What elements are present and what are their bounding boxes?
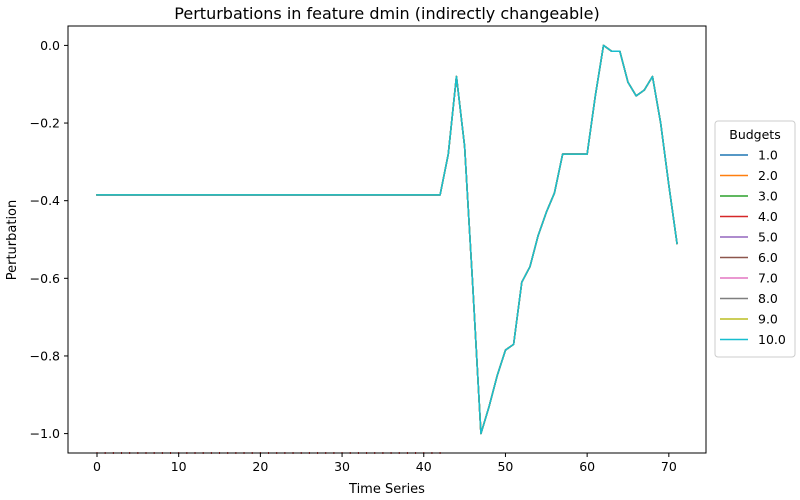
series-line-10	[96, 44, 678, 435]
y-tick-label: −0.6	[30, 271, 60, 286]
y-tick-label: −0.2	[30, 116, 60, 131]
y-tick-label: 0.0	[40, 38, 60, 53]
y-tick-label: −0.4	[30, 193, 60, 208]
legend-items: 1.0 2.0 3.0 4.0 5.0 6.0 7.0 8.0 9.0 10.0	[720, 148, 786, 347]
legend-label: 7.0	[758, 271, 778, 286]
legend-label: 2.0	[758, 168, 778, 183]
y-tick-label: −0.8	[30, 348, 60, 363]
x-tick-label: 20	[252, 459, 268, 474]
legend-label: 9.0	[758, 312, 778, 327]
legend: Budgets 1.0 2.0 3.0 4.0 5.0 6.0 7.0 8.0 9.0 10.0	[714, 120, 796, 358]
legend-label: 6.0	[758, 250, 778, 265]
chart-title: Perturbations in feature dmin (indirectl…	[174, 4, 599, 23]
x-tick-label: 40	[416, 459, 432, 474]
x-tick-label: 0	[93, 459, 101, 474]
y-tick-label: −1.0	[30, 426, 60, 441]
y-axis-label: Perturbation	[5, 200, 20, 281]
x-tick-label: 70	[661, 459, 677, 474]
legend-label: 3.0	[758, 189, 778, 204]
plot-frame	[67, 25, 707, 454]
legend-label: 8.0	[758, 291, 778, 306]
x-tick-label: 10	[171, 459, 187, 474]
legend-label: 4.0	[758, 209, 778, 224]
x-axis: 0 10 20 30 40 50 60 70	[93, 453, 677, 474]
legend-label: 10.0	[758, 332, 786, 347]
x-tick-label: 60	[579, 459, 595, 474]
x-axis-label: Time Series	[348, 482, 425, 497]
legend-label: 5.0	[758, 230, 778, 245]
series-layer	[96, 44, 678, 435]
plot-area	[68, 26, 706, 453]
legend-box	[714, 120, 796, 358]
legend-title: Budgets	[729, 127, 780, 142]
legend-label: 1.0	[758, 148, 778, 163]
x-tick-label: 50	[497, 459, 513, 474]
x-tick-label: 30	[334, 459, 350, 474]
y-axis: 0.0 −0.2 −0.4 −0.6 −0.8 −1.0	[30, 38, 68, 441]
